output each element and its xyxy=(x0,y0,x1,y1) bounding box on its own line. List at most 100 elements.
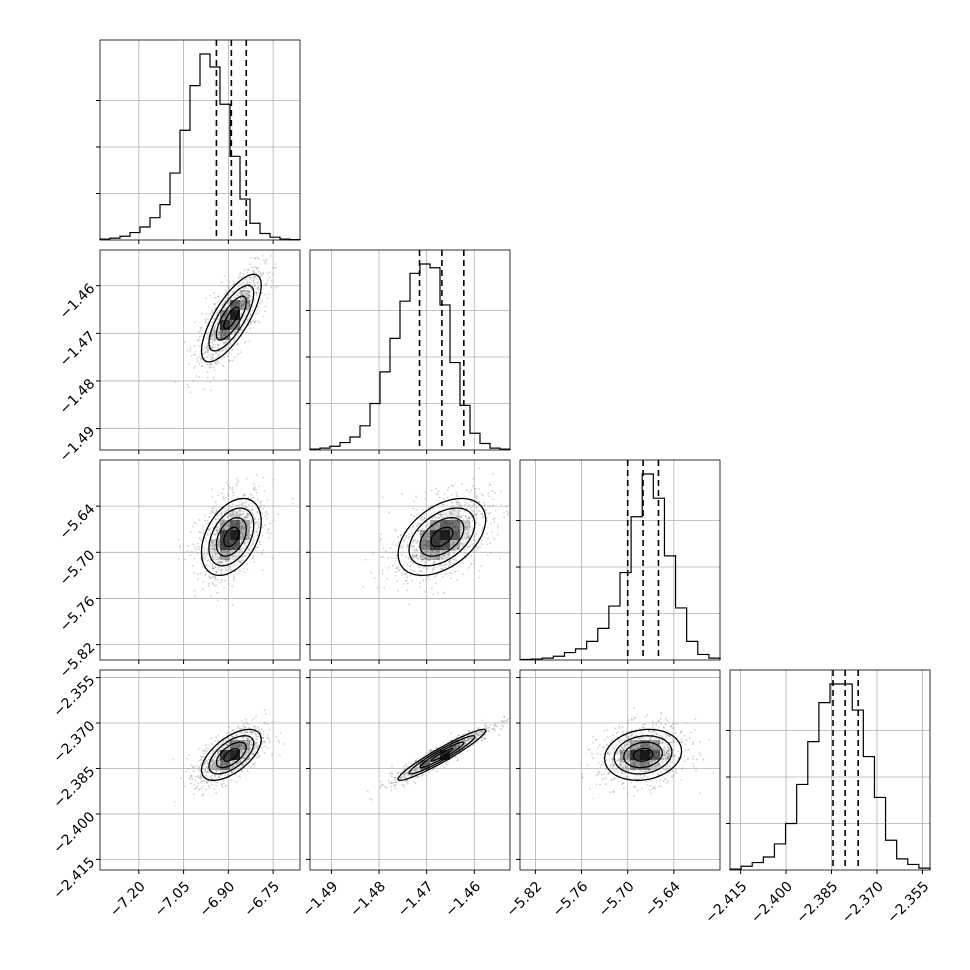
sample-point xyxy=(237,775,240,778)
sample-point xyxy=(267,537,270,539)
sample-point xyxy=(473,559,476,561)
sample-point xyxy=(198,519,201,521)
sample-point xyxy=(243,303,246,306)
sample-point xyxy=(421,527,424,530)
sample-point xyxy=(461,483,464,486)
sample-point xyxy=(234,564,237,567)
sample-point xyxy=(255,292,258,294)
sample-point xyxy=(218,545,221,548)
sample-point xyxy=(201,333,204,336)
sample-point xyxy=(438,496,441,499)
sample-point xyxy=(455,491,458,494)
sample-point xyxy=(217,734,220,736)
sample-point xyxy=(233,282,236,285)
contour-level-0 xyxy=(223,306,240,330)
sample-point xyxy=(254,276,257,278)
sample-point xyxy=(254,257,257,259)
sample-point xyxy=(473,562,476,565)
sample-point xyxy=(217,526,219,529)
sample-point xyxy=(412,780,415,783)
sample-point xyxy=(212,354,215,357)
sample-point xyxy=(424,563,427,566)
sample-point xyxy=(484,509,487,511)
sample-point xyxy=(404,764,406,767)
sample-point xyxy=(247,552,250,555)
sample-point xyxy=(259,540,261,543)
sample-point xyxy=(245,537,247,540)
sample-point xyxy=(420,775,423,777)
sample-point xyxy=(460,516,462,519)
sample-point xyxy=(259,272,262,274)
sample-point xyxy=(455,503,458,506)
sample-point xyxy=(241,527,244,529)
sample-point xyxy=(210,356,212,358)
sample-point xyxy=(252,269,255,272)
sample-point xyxy=(256,256,259,259)
sample-point xyxy=(240,561,242,563)
sample-point xyxy=(253,727,256,729)
sample-point xyxy=(243,517,246,519)
sample-point xyxy=(249,493,252,496)
sample-point xyxy=(248,301,251,303)
density-cell xyxy=(420,540,430,550)
sample-point xyxy=(412,556,414,558)
sample-point xyxy=(215,584,218,587)
density-cell xyxy=(230,300,240,310)
sample-point xyxy=(491,498,494,500)
sample-point xyxy=(255,738,258,740)
sample-point xyxy=(444,566,447,569)
sample-point xyxy=(277,285,279,288)
sample-point xyxy=(474,514,476,517)
sample-point xyxy=(231,551,234,553)
sample-point xyxy=(237,570,240,572)
sample-point xyxy=(195,775,198,778)
sample-point xyxy=(409,574,411,577)
sample-point xyxy=(224,332,227,335)
sample-point xyxy=(226,516,229,518)
sample-point xyxy=(222,495,225,498)
sample-point xyxy=(413,515,415,518)
sample-point xyxy=(248,504,251,506)
sample-point xyxy=(216,578,219,581)
sample-point xyxy=(211,347,214,350)
sample-point xyxy=(427,751,430,754)
sample-point xyxy=(464,548,466,551)
sample-point xyxy=(264,512,267,514)
sample-point xyxy=(402,544,404,547)
sample-point xyxy=(212,548,215,551)
sample-point xyxy=(261,292,263,295)
sample-point xyxy=(240,283,243,285)
sample-point xyxy=(395,571,397,574)
sample-point xyxy=(223,314,226,317)
sample-point xyxy=(214,538,217,541)
sample-point xyxy=(644,723,646,726)
sample-point xyxy=(248,294,250,297)
sample-point xyxy=(250,288,253,291)
sample-point xyxy=(202,767,205,770)
sample-point xyxy=(471,519,474,522)
sample-point xyxy=(245,477,248,480)
sample-point xyxy=(271,557,274,559)
sample-point xyxy=(221,364,224,367)
sample-point xyxy=(227,317,230,320)
sample-point xyxy=(218,528,221,531)
sample-point xyxy=(450,732,452,735)
sample-point xyxy=(251,719,254,721)
sample-point xyxy=(231,568,234,571)
sample-point xyxy=(473,503,475,506)
sample-point xyxy=(242,301,245,303)
sample-point xyxy=(253,271,256,274)
sample-point xyxy=(236,342,239,345)
sample-point xyxy=(190,354,193,357)
sample-point xyxy=(456,579,459,582)
sample-point xyxy=(224,378,227,381)
sample-point xyxy=(253,281,256,284)
sample-point xyxy=(205,744,207,747)
sample-point xyxy=(211,562,214,565)
sample-point xyxy=(437,490,440,492)
sample-point xyxy=(419,582,422,584)
sample-point xyxy=(231,290,234,293)
sample-point xyxy=(235,293,238,295)
sample-point xyxy=(214,335,217,338)
sample-point xyxy=(256,511,259,514)
